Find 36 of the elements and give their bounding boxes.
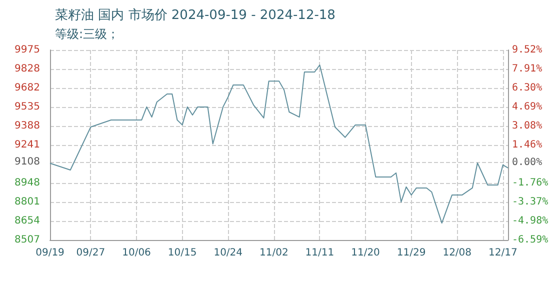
x-tick-label: 11/02 [259, 248, 288, 258]
y2-tick-label: 1.46% [512, 140, 542, 151]
y-tick-label: 9535 [14, 101, 40, 112]
y2-tick-label: -1.76% [512, 178, 548, 189]
y2-tick-label: -4.98% [512, 216, 548, 227]
y-tick-label: 9975 [14, 44, 40, 56]
y2-tick-label: -6.59% [512, 234, 548, 246]
x-tick-label: 09/27 [76, 248, 106, 258]
y-tick-label: 9388 [14, 120, 40, 132]
y2-tick-label: 3.08% [512, 120, 542, 132]
y-tick-label: 9241 [14, 140, 40, 150]
y2-tick-label: 6.30% [512, 82, 542, 94]
y-tick-label: 8507 [14, 234, 40, 246]
y2-tick-label: 4.69% [512, 101, 542, 112]
x-tick-label: 12/08 [442, 248, 472, 258]
x-tick-label: 12/17 [488, 248, 518, 258]
line-series [50, 64, 508, 224]
y2-tick-label: -3.37% [512, 196, 548, 208]
y-tick-label: 8948 [14, 177, 40, 188]
x-tick-label: 10/24 [214, 248, 243, 258]
y2-tick-label: 9.52% [512, 44, 542, 56]
chart-title: 菜籽油 国内 市场价 2024-09-19 - 2024-12-18 [55, 8, 336, 23]
y-tick-label: 9828 [14, 64, 40, 75]
y-tick-label: 9108 [14, 156, 40, 168]
y-tick-label: 9682 [14, 82, 40, 94]
y-tick-label: 8654 [14, 215, 40, 226]
x-tick-label: 09/19 [36, 248, 64, 258]
x-tick-label: 10/06 [122, 248, 151, 258]
x-tick-label: 11/20 [351, 248, 380, 258]
y-tick-label: 8801 [14, 196, 40, 208]
x-tick-label: 10/15 [168, 248, 197, 258]
x-tick-label: 11/11 [305, 248, 334, 258]
x-tick-label: 11/29 [396, 248, 426, 258]
y2-tick-label: 7.91% [512, 63, 542, 74]
y2-tick-label: 0.00% [512, 156, 542, 168]
chart-subtitle: 等级:三级； [55, 27, 120, 41]
